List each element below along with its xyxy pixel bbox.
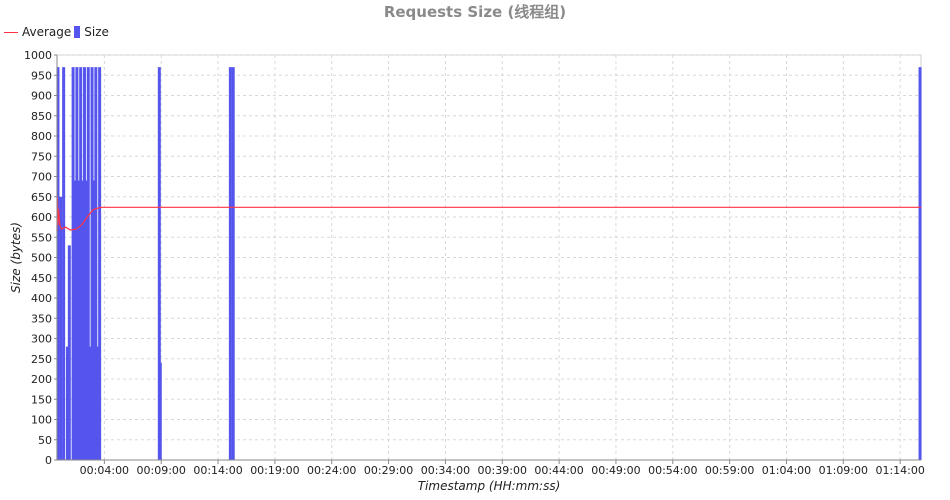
y-tick-label: 450 bbox=[31, 272, 52, 285]
size-bar bbox=[75, 67, 79, 461]
y-tick-label: 850 bbox=[31, 110, 52, 123]
size-bar bbox=[77, 180, 81, 461]
average-line bbox=[56, 196, 921, 232]
size-bar bbox=[88, 346, 92, 460]
y-axis-title: Size (bytes) bbox=[9, 222, 23, 293]
x-tick-label: 00:49:00 bbox=[591, 464, 640, 477]
y-tick-label: 150 bbox=[31, 393, 52, 406]
y-tick-label: 900 bbox=[31, 90, 52, 103]
y-tick-label: 600 bbox=[31, 211, 52, 224]
x-tick-label: 00:04:00 bbox=[80, 464, 129, 477]
size-bar bbox=[71, 67, 75, 461]
y-tick-label: 500 bbox=[31, 252, 52, 265]
size-bar bbox=[231, 67, 235, 461]
x-tick-label: 01:14:00 bbox=[875, 464, 924, 477]
y-tick-label: 750 bbox=[31, 150, 52, 163]
size-bar bbox=[65, 346, 69, 460]
chart-title: Requests Size (线程组) bbox=[383, 3, 567, 21]
size-bar bbox=[82, 67, 86, 461]
size-bar bbox=[59, 196, 63, 460]
y-tick-label: 800 bbox=[31, 130, 52, 143]
size-bar bbox=[94, 67, 98, 461]
x-tick-label: 01:04:00 bbox=[762, 464, 811, 477]
y-tick-label: 250 bbox=[31, 353, 52, 366]
size-bar bbox=[90, 67, 94, 461]
legend-size-label: Size bbox=[84, 25, 109, 39]
legend-average-line bbox=[4, 31, 18, 33]
size-bar bbox=[228, 67, 232, 461]
size-bar bbox=[158, 362, 162, 460]
size-bar bbox=[92, 180, 96, 461]
y-tick-label: 50 bbox=[38, 434, 52, 447]
x-tick-label: 00:09:00 bbox=[137, 464, 186, 477]
y-tick-label: 350 bbox=[31, 312, 52, 325]
size-bar bbox=[918, 67, 922, 461]
x-tick-label: 00:19:00 bbox=[250, 464, 299, 477]
x-tick-label: 00:59:00 bbox=[705, 464, 754, 477]
y-tick-label: 0 bbox=[45, 454, 52, 467]
size-bar bbox=[96, 346, 100, 460]
x-tick-label: 00:34:00 bbox=[421, 464, 470, 477]
x-tick-label: 01:09:00 bbox=[819, 464, 868, 477]
legend: Average Size bbox=[4, 24, 109, 40]
size-bar bbox=[86, 67, 90, 461]
y-tick-label: 700 bbox=[31, 171, 52, 184]
x-tick-label: 00:24:00 bbox=[307, 464, 356, 477]
x-axis-title: Timestamp (HH:mm:ss) bbox=[418, 479, 561, 493]
y-tick-label: 100 bbox=[31, 414, 52, 427]
y-tick-label: 200 bbox=[31, 373, 52, 386]
size-bar bbox=[73, 180, 77, 461]
y-tick-label: 650 bbox=[31, 191, 52, 204]
size-bar bbox=[98, 67, 102, 461]
size-bar bbox=[62, 67, 66, 461]
y-tick-label: 300 bbox=[31, 333, 52, 346]
y-tick-label: 550 bbox=[31, 231, 52, 244]
size-bar bbox=[79, 67, 83, 461]
legend-size-swatch bbox=[74, 26, 81, 38]
y-tick-label: 950 bbox=[31, 69, 52, 82]
size-bar bbox=[56, 67, 60, 461]
size-bar bbox=[84, 180, 88, 461]
y-tick-label: 1000 bbox=[24, 49, 52, 62]
size-bar bbox=[157, 67, 161, 461]
size-bar bbox=[67, 245, 71, 460]
size-bar bbox=[81, 180, 85, 461]
y-tick-label: 400 bbox=[31, 292, 52, 305]
x-tick-label: 00:39:00 bbox=[478, 464, 527, 477]
x-tick-label: 00:14:00 bbox=[193, 464, 242, 477]
x-tick-label: 00:29:00 bbox=[364, 464, 413, 477]
x-tick-label: 00:54:00 bbox=[648, 464, 697, 477]
x-tick-label: 00:44:00 bbox=[534, 464, 583, 477]
legend-average-label: Average bbox=[22, 25, 72, 39]
